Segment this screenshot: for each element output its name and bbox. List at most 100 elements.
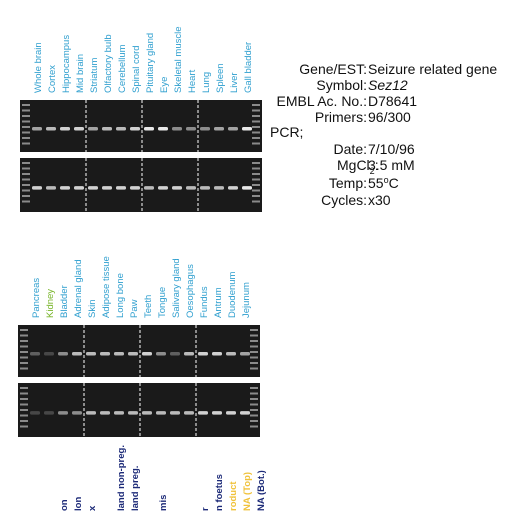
band <box>60 127 70 131</box>
ladder-band <box>250 329 258 331</box>
ladder-band <box>20 414 28 417</box>
info-sub: 2 <box>370 166 375 176</box>
ladder-band <box>250 398 258 400</box>
ladder-band <box>250 356 258 359</box>
band <box>186 127 196 131</box>
band <box>114 411 124 415</box>
ladder-band <box>250 351 258 353</box>
band <box>86 411 96 415</box>
info-label: PCR; <box>270 124 303 140</box>
ladder-band <box>250 409 258 411</box>
band <box>198 352 208 356</box>
band <box>116 186 126 190</box>
lane-label: Jejunum <box>241 282 252 318</box>
ladder-band <box>252 195 260 197</box>
band <box>72 352 82 356</box>
info-value: C <box>389 175 399 191</box>
band <box>102 127 112 131</box>
band <box>142 352 152 356</box>
lane-label: Salivary gland <box>171 258 182 318</box>
lane-label: r <box>200 507 211 511</box>
lane-label: Adipose tissue <box>101 256 112 318</box>
lane-label: Olfactory bulb <box>103 34 114 93</box>
lane-label: Kidney <box>45 289 56 318</box>
lane-label: Liver <box>229 72 240 93</box>
ladder-band <box>20 345 28 348</box>
band <box>88 127 98 131</box>
band <box>46 127 56 131</box>
band <box>102 186 112 190</box>
ladder-band <box>250 414 258 417</box>
ladder-band <box>22 189 30 192</box>
ladder-band <box>22 184 30 186</box>
band <box>72 411 82 415</box>
info-label: MgCl <box>337 157 370 173</box>
band <box>186 186 196 190</box>
band <box>240 352 250 356</box>
info-value: Sez12 <box>368 77 408 93</box>
lane-label: Skin <box>87 300 98 318</box>
ladder-band <box>250 362 258 364</box>
info-value: Seizure related gene <box>368 61 497 77</box>
lane-label: Spinal cord <box>131 45 142 93</box>
band <box>228 127 238 131</box>
info-value: 55oC <box>368 175 399 191</box>
ladder-band <box>20 362 28 364</box>
band <box>226 411 236 415</box>
ladder-band <box>252 189 260 192</box>
ladder-band <box>250 420 258 422</box>
info-label: Gene/EST: <box>299 61 367 77</box>
band <box>184 411 194 415</box>
lane-label: Adrenal gland <box>73 259 84 318</box>
band <box>58 411 68 415</box>
lane-label: NA (Bot.) <box>256 470 267 511</box>
lane-label: roduct <box>228 481 239 511</box>
lane-label: n foetus <box>214 474 225 511</box>
band <box>142 411 152 415</box>
ladder-band <box>252 126 260 128</box>
band <box>214 127 224 131</box>
info-value: 96/300 <box>368 109 411 125</box>
ladder-band <box>20 356 28 359</box>
lane-label: Fundus <box>199 286 210 318</box>
band <box>170 411 180 415</box>
info-value: x30 <box>368 192 391 208</box>
lane-label: Long bone <box>115 273 126 318</box>
band <box>184 352 194 356</box>
ladder-band <box>250 403 258 406</box>
lane-label: mis <box>158 495 169 511</box>
ladder-band <box>252 142 260 145</box>
lane-label: Eye <box>159 77 170 93</box>
info-label: Cycles: <box>321 192 367 208</box>
band <box>60 186 70 190</box>
ladder-band <box>22 200 30 203</box>
lane-label: Skeletal muscle <box>173 26 184 93</box>
info-label: EMBL Ac. No.: <box>276 93 367 109</box>
band <box>58 352 68 356</box>
gel <box>20 100 262 152</box>
band <box>158 186 168 190</box>
band <box>198 411 208 415</box>
band <box>44 352 54 356</box>
band <box>30 411 40 415</box>
band <box>44 411 54 415</box>
ladder-band <box>22 167 30 170</box>
ladder-band <box>250 345 258 348</box>
band <box>32 127 42 131</box>
info-label: Date: <box>334 141 367 157</box>
lane-label: Tongue <box>157 287 168 318</box>
info-sup: o <box>384 175 389 185</box>
ladder-band <box>20 420 28 422</box>
ladder-band <box>20 425 28 428</box>
band <box>212 352 222 356</box>
ladder-band <box>252 115 260 117</box>
ladder-band <box>20 392 28 395</box>
band <box>32 186 42 190</box>
ladder-band <box>20 398 28 400</box>
ladder-band <box>20 334 28 337</box>
band <box>86 352 96 356</box>
gel <box>18 325 260 377</box>
ladder-band <box>252 173 260 175</box>
ladder-band <box>22 173 30 175</box>
